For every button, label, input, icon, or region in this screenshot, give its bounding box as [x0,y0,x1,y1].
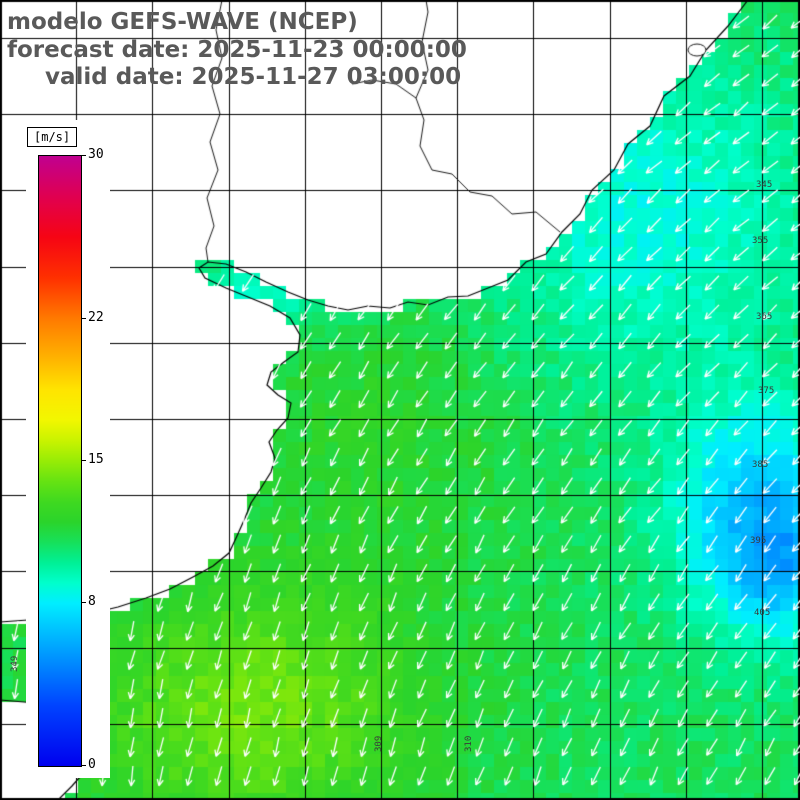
forecast-date: forecast date: 2025-11-23 00:00:00 [7,37,467,63]
colorbar [38,155,82,767]
colorbar-tick-mark [81,317,86,319]
contour-label: 309 [374,735,384,752]
model-title: modelo GEFS-WAVE (NCEP) [7,9,358,35]
contour-label: 365 [756,312,773,322]
colorbar-tick-8: 8 [88,594,96,610]
colorbar-tick-0: 0 [88,757,96,772]
colorbar-tick-mark [81,765,86,766]
colorbar-tick-mark [81,155,86,156]
contour-label: 395 [750,536,767,546]
colorbar-tick-mark [81,460,86,461]
colorbar-tick-30: 30 [88,147,104,162]
colorbar-tick-22: 22 [88,309,104,325]
colorbar-tick-15: 15 [88,452,104,467]
colorbar-tick-mark [81,602,86,604]
contour-label: 405 [754,608,771,618]
contour-label: 355 [752,236,769,246]
valid-date: valid date: 2025-11-27 03:00:00 [45,64,462,90]
contour-label: 385 [752,460,769,470]
contour-label: 345 [756,180,773,190]
colorbar-unit-label: [m/s] [27,127,78,147]
contour-label: 375 [758,386,775,396]
contour-label: 349 [10,655,20,672]
contour-label: 310 [464,735,474,752]
